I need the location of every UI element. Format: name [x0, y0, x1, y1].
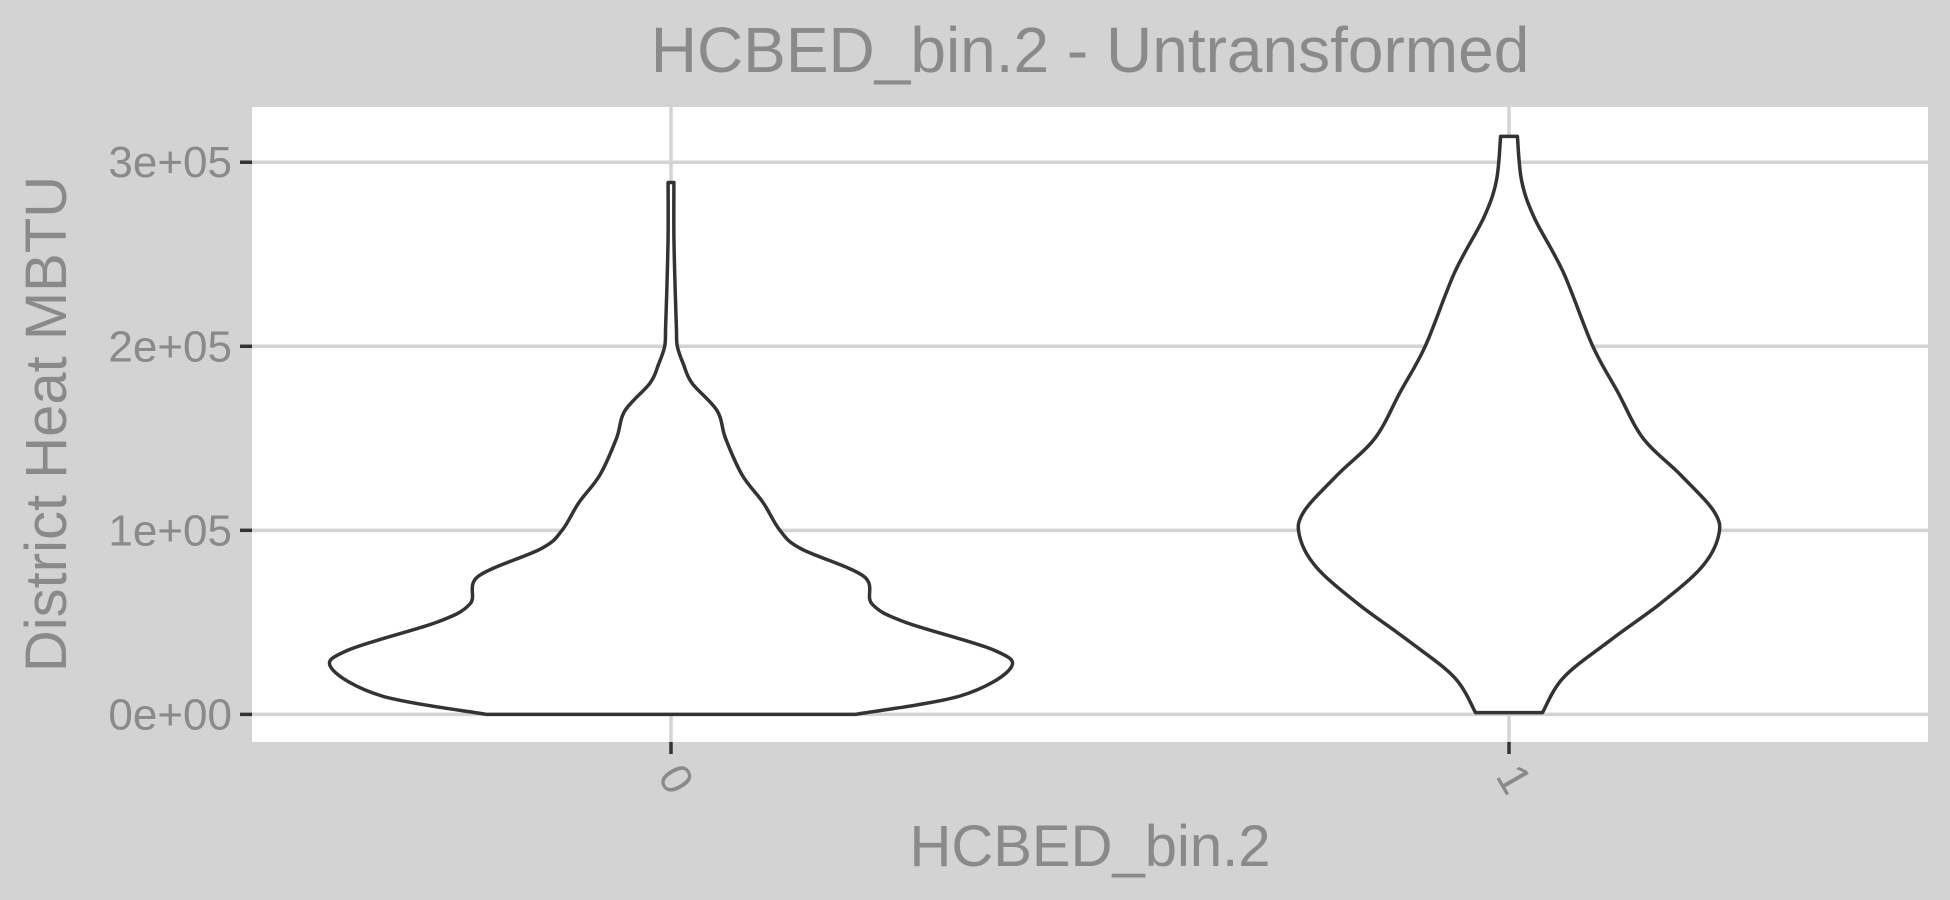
- violin-1: [1296, 134, 1722, 715]
- violin-0: [327, 180, 1015, 717]
- y-tick-label: 0e+00: [108, 690, 232, 739]
- axis-layer: 0e+00 1e+05 2e+05 3e+05 0 1: [108, 138, 1541, 802]
- y-tick-label: 1e+05: [108, 506, 232, 555]
- violin-layer: [327, 134, 1722, 717]
- chart-title: HCBED_bin.2 - Untransformed: [651, 14, 1530, 86]
- x-axis-label: HCBED_bin.2: [909, 814, 1270, 879]
- y-tick-label: 3e+05: [108, 138, 232, 187]
- y-tick-label: 2e+05: [108, 322, 232, 371]
- x-tick-label: 1: [1486, 757, 1541, 803]
- x-tick-label: 0: [648, 757, 703, 803]
- y-axis-label: District Heat MBTU: [14, 176, 79, 672]
